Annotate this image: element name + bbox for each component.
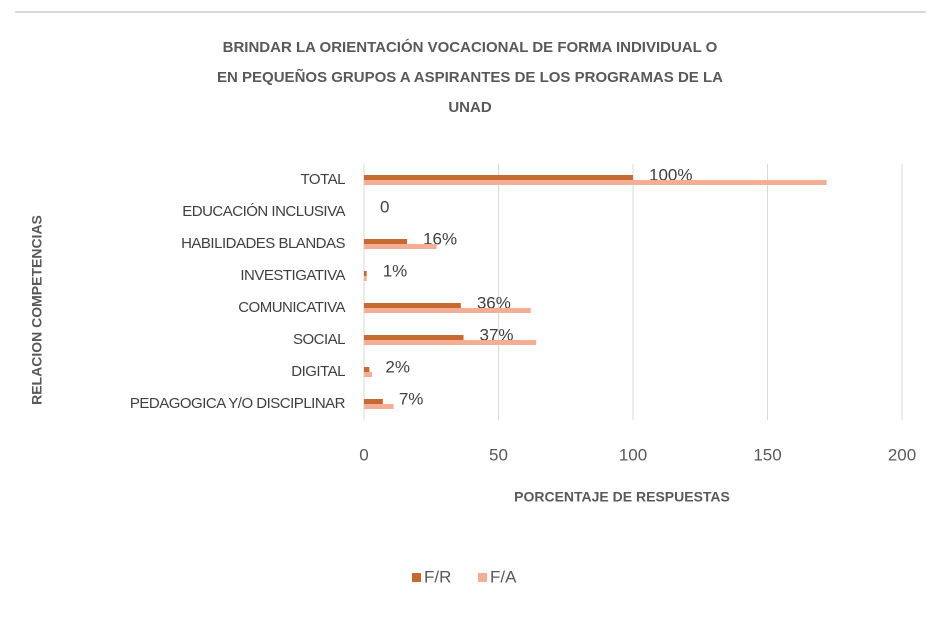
chart-title: BRINDAR LA ORIENTACIÓN VOCACIONAL DE FOR… bbox=[223, 38, 718, 56]
y-tick-label: DIGITAL bbox=[291, 363, 345, 380]
legend-label: F/A bbox=[490, 567, 517, 586]
legend-label: F/R bbox=[424, 567, 451, 586]
x-tick-label: 100 bbox=[619, 445, 647, 464]
y-tick-label: COMUNICATIVA bbox=[238, 299, 345, 316]
bar bbox=[364, 399, 383, 404]
x-axis-label: PORCENTAJE DE RESPUESTAS bbox=[514, 489, 730, 505]
bar bbox=[364, 239, 408, 244]
data-label: 16% bbox=[423, 229, 457, 248]
bar bbox=[364, 340, 537, 345]
data-label: 100% bbox=[649, 165, 692, 184]
y-tick-label: EDUCACIÓN INCLUSIVA bbox=[182, 203, 345, 220]
bar bbox=[364, 276, 367, 281]
y-tick-label: HABILIDADES BLANDAS bbox=[181, 235, 345, 252]
y-tick-label: INVESTIGATIVA bbox=[240, 267, 345, 284]
bar bbox=[364, 244, 437, 249]
x-tick-label: 0 bbox=[359, 445, 368, 464]
bar bbox=[364, 404, 394, 409]
data-label: 0 bbox=[380, 197, 389, 216]
x-tick-label: 150 bbox=[753, 445, 781, 464]
bar bbox=[364, 175, 633, 180]
data-label: 2% bbox=[385, 357, 410, 376]
y-tick-label: SOCIAL bbox=[293, 331, 345, 348]
x-tick-label: 50 bbox=[489, 445, 508, 464]
y-tick-label: PEDAGOGICA Y/O DISCIPLINAR bbox=[130, 395, 346, 412]
bar bbox=[364, 335, 464, 340]
bar bbox=[364, 271, 367, 276]
bar bbox=[364, 180, 827, 185]
legend-swatch bbox=[478, 573, 487, 582]
chart-title: UNAD bbox=[448, 99, 491, 116]
x-tick-label: 200 bbox=[888, 445, 916, 464]
data-label: 36% bbox=[477, 293, 511, 312]
data-label: 37% bbox=[480, 325, 514, 344]
bar bbox=[364, 303, 461, 308]
bar bbox=[364, 367, 370, 372]
data-label: 7% bbox=[399, 389, 424, 408]
y-tick-label: TOTAL bbox=[301, 171, 346, 188]
legend-swatch bbox=[412, 573, 421, 582]
bar bbox=[364, 372, 373, 377]
chart-title: EN PEQUEÑOS GRUPOS A ASPIRANTES DE LOS P… bbox=[217, 68, 723, 86]
bar bbox=[364, 308, 531, 313]
y-axis-label: RELACION COMPETENCIAS bbox=[29, 215, 45, 405]
data-label: 1% bbox=[383, 261, 408, 280]
